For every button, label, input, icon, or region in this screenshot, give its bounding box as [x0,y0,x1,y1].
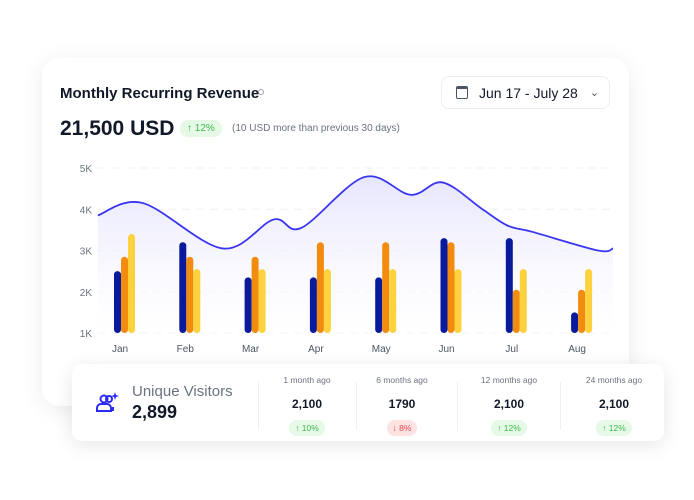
bar [251,256,259,333]
bar [440,238,448,333]
y-tick-label: 4K [80,205,93,216]
period-change-badge: ↑ 12% [596,420,632,436]
visitors-value: 2,899 [132,402,178,422]
bar [375,277,383,333]
period-label: 1 month ago [283,375,331,385]
bar [186,256,194,333]
period-label: 12 months ago [480,375,538,385]
period-stat: 12 months ago 2,100 ↑ 12% [457,375,561,436]
x-tick-label: Mar [242,344,260,355]
divider [356,382,357,430]
x-tick-label: Apr [308,344,324,355]
bar [571,312,579,333]
bar [193,269,201,333]
bar [578,289,586,333]
x-tick-label: Feb [177,344,195,355]
x-tick-label: Jul [505,344,518,355]
bar [454,269,462,333]
bar [179,242,187,333]
revenue-amount: 21,500 USD [60,117,175,140]
period-stat: 1 month ago 2,100 ↑ 10% [255,375,359,436]
bar [585,269,593,333]
bar [244,277,252,333]
series-line [97,175,614,253]
x-tick-label: Aug [568,344,586,355]
divider [457,382,458,430]
bar [323,269,331,333]
line-area [97,176,614,333]
period-value: 2,100 [598,397,630,411]
bar [382,242,390,333]
users-sparkle-icon [96,392,119,412]
y-tick-label: 3K [80,247,93,258]
period-stat: 24 months ago 2,100 ↑ 12% [562,375,666,436]
date-range-picker[interactable]: Jun 17 - July 28 ⌄ [441,76,610,109]
visitors-card: Unique Visitors 2,899 1 month ago 2,100 ↑ … [72,364,664,441]
period-change-badge: ↑ 10% [289,420,325,436]
period-value: 2,100 [291,397,323,411]
info-icon[interactable] [258,89,264,95]
bar [121,256,128,333]
divider [560,382,561,430]
bar [309,277,317,333]
chevron-down-icon: ⌄ [589,87,600,99]
bar [505,238,513,333]
period-change-badge: ↑ 12% [491,420,527,436]
y-tick-label: 2K [80,288,93,299]
period-stat: 6 months ago 1790 ↓ 8% [350,375,454,436]
bar [258,269,266,333]
card-title: Monthly Recurring Revenue [60,85,260,102]
bar [512,289,520,333]
bar [389,269,397,333]
period-value: 1790 [388,397,416,411]
x-tick-label: Jun [438,344,454,355]
period-label: 24 months ago [585,375,643,385]
y-tick-label: 1K [80,329,93,340]
bar [128,234,135,333]
period-value: 2,100 [493,397,525,411]
bar [519,269,527,333]
period-label: 6 months ago [376,375,428,385]
bar [316,242,324,333]
change-badge: ↑ 12% [180,120,222,137]
y-tick-label: 5K [80,164,93,175]
period-change-badge: ↓ 8% [386,420,418,436]
x-tick-label: May [372,344,391,355]
bar [114,271,121,333]
calendar-icon [456,86,468,99]
x-tick-label: Jan [112,344,128,355]
divider [258,382,259,430]
change-note: (10 USD more than previous 30 days) [232,123,400,134]
date-range-label: Jun 17 - July 28 [479,84,578,101]
visitors-label: Unique Visitors [132,383,233,400]
bar [447,242,455,333]
